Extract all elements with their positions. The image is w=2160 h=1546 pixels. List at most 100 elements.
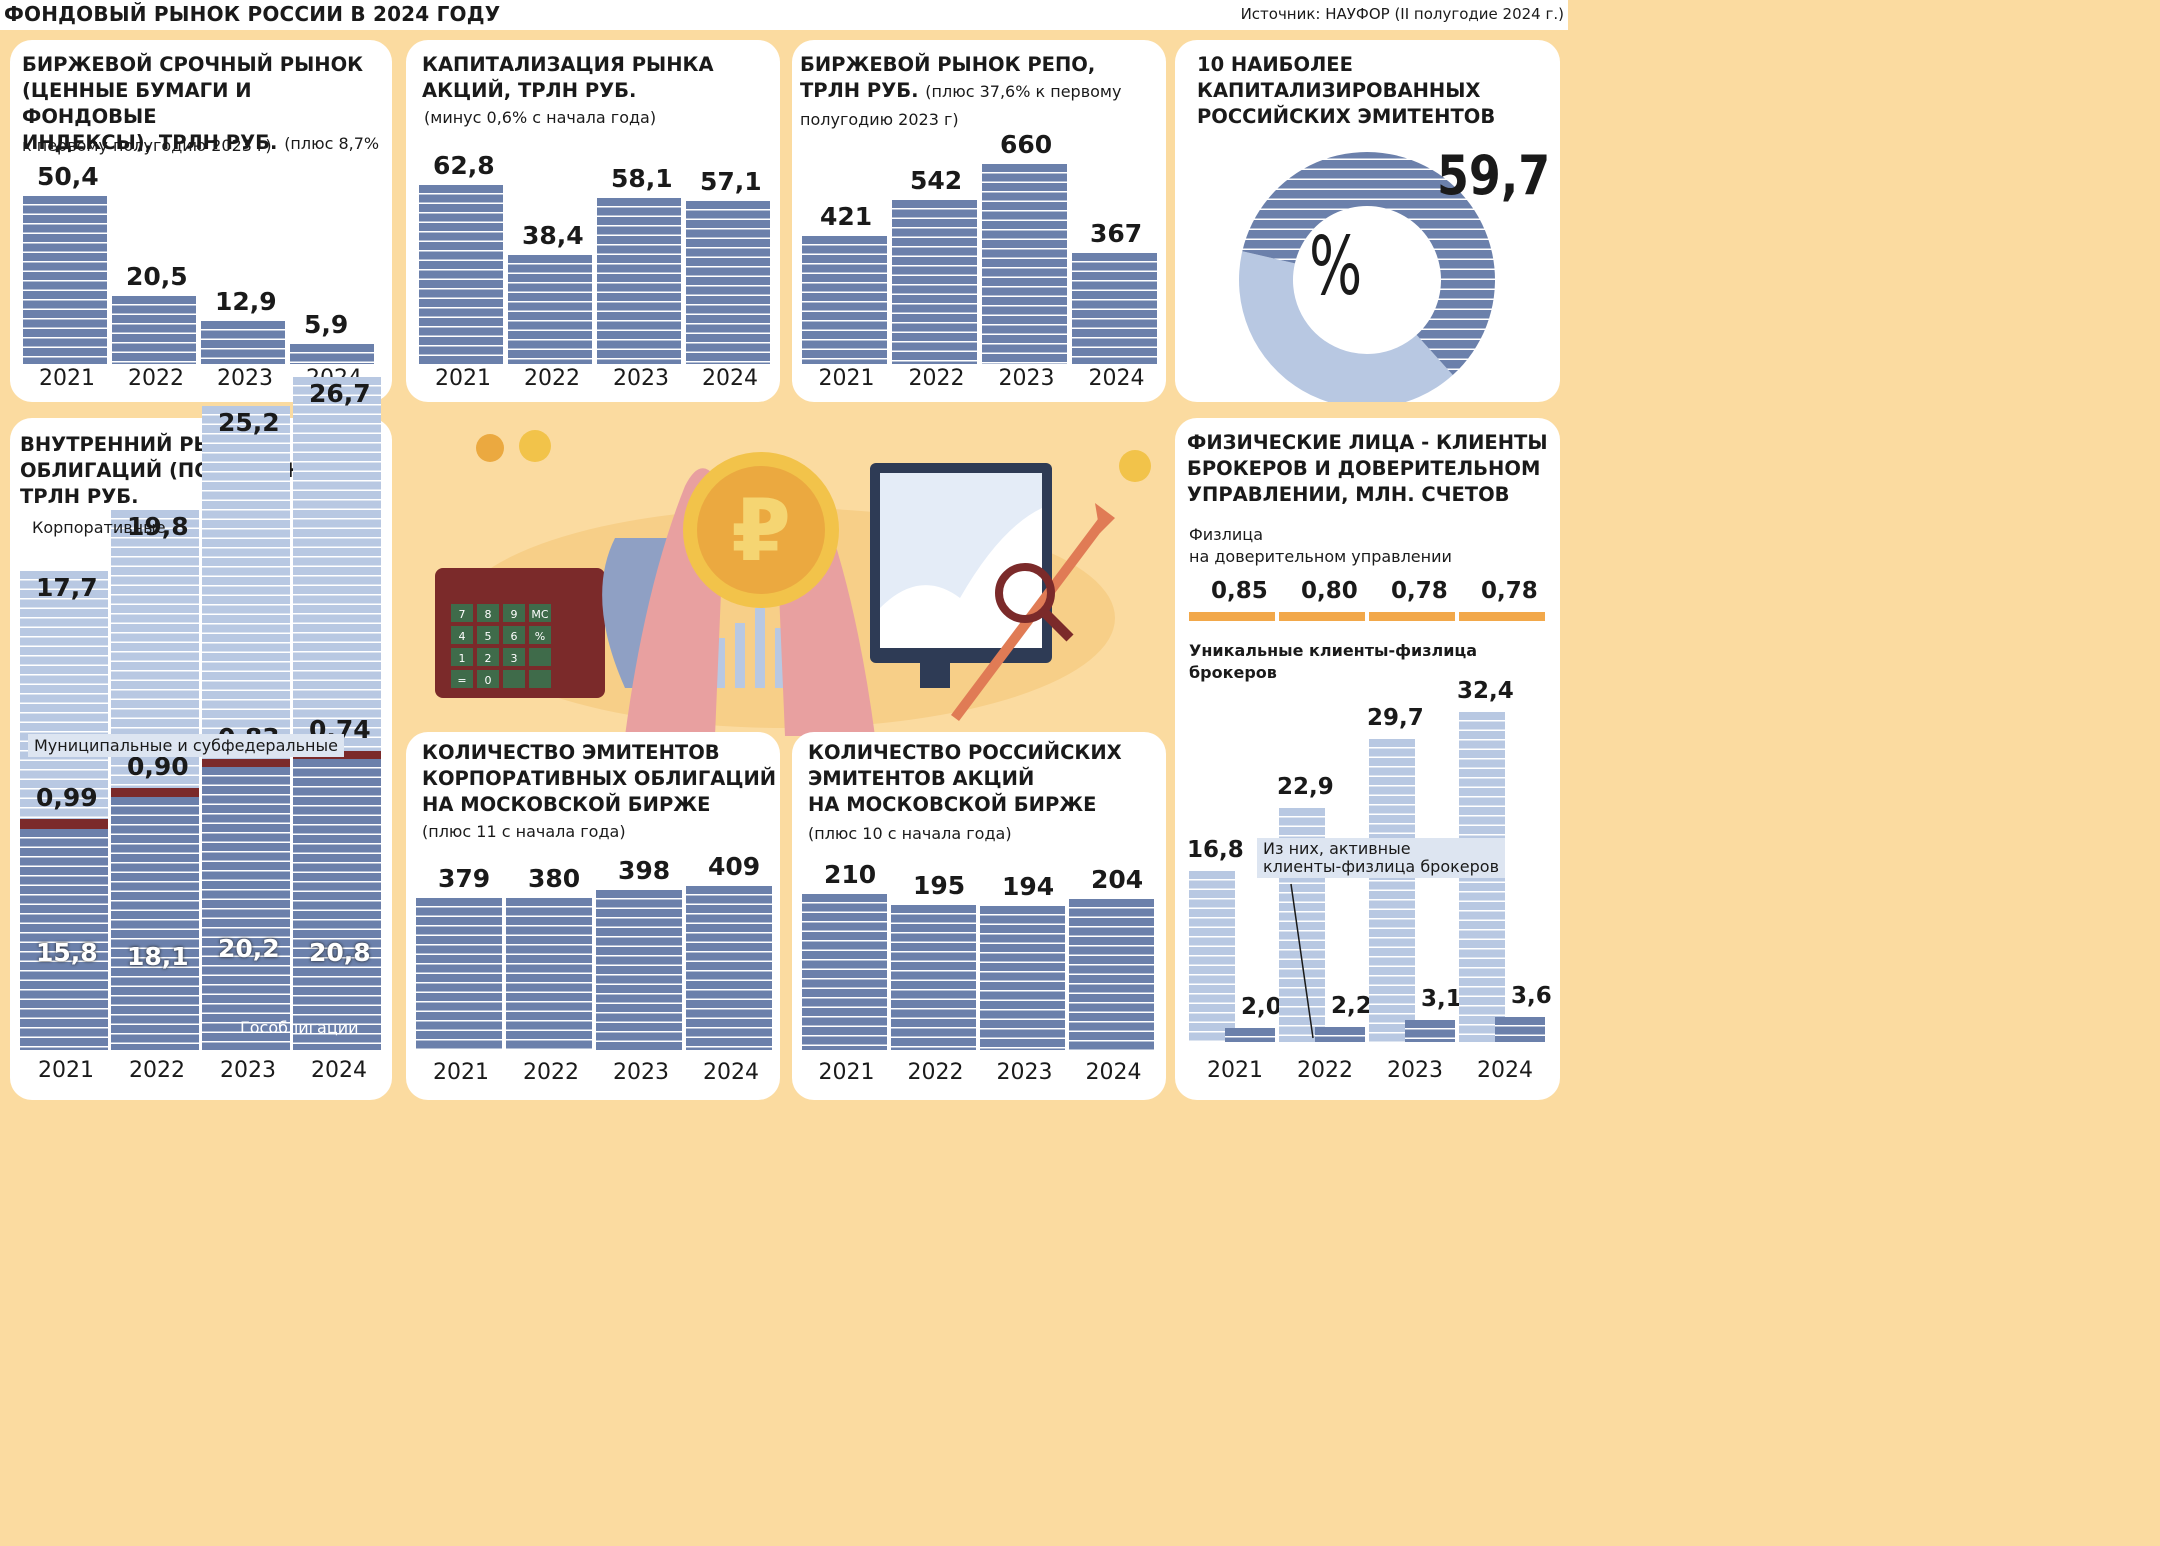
panel-note: (плюс 37,6% к первому <box>925 82 1122 101</box>
value-label: 12,9 <box>215 287 277 316</box>
bar <box>891 905 976 1050</box>
bar-active <box>1225 1028 1275 1042</box>
x-tick-label: 2022 <box>129 1058 185 1083</box>
calculator-key-label: MC <box>531 608 548 621</box>
bar <box>802 894 887 1050</box>
x-tick-label: 2022 <box>128 366 184 391</box>
x-tick-label: 2021 <box>435 366 491 391</box>
x-tick-label: 2021 <box>39 366 95 391</box>
x-tick-label: 2023 <box>1387 1058 1443 1083</box>
title-line: БРОКЕРОВ И ДОВЕРИТЕЛЬНОМ <box>1187 457 1541 480</box>
panel-title: КАПИТАЛИЗАЦИЯ РЫНКА АКЦИЙ, ТРЛН РУБ. <box>422 52 714 104</box>
chart-area: 421 2021 542 2022 660 2023 367 2024 <box>792 40 1166 402</box>
calculator-key <box>451 670 473 688</box>
value-label-corporate: 17,7 <box>36 573 98 603</box>
x-tick-label: 2023 <box>217 366 273 391</box>
x-tick-label: 2021 <box>818 1060 875 1085</box>
x-tick-label: 2022 <box>1297 1058 1353 1083</box>
panel-repo: БИРЖЕВОЙ РЫНОК РЕПО, ТРЛН РУБ. (плюс 37,… <box>792 40 1166 402</box>
donut-rest <box>1239 251 1453 402</box>
calculator-key <box>529 670 551 688</box>
bar-trust <box>1369 612 1455 621</box>
bar <box>416 898 502 1050</box>
bar-government <box>202 767 290 1050</box>
calculator-key <box>529 626 551 644</box>
label-line: Уникальные клиенты-физлица <box>1189 641 1478 660</box>
chart-area: 62,8 2021 38,4 2022 58,1 2023 57,1 2024 <box>406 40 780 402</box>
bar-municipal <box>20 818 108 829</box>
calculator-key <box>529 648 551 666</box>
title-line: НА МОСКОВСКОЙ БИРЖЕ <box>808 793 1097 816</box>
bar-municipal <box>111 787 199 797</box>
value-label: 20,5 <box>126 261 188 291</box>
value-label: 421 <box>820 202 873 232</box>
value-label: 542 <box>910 165 963 195</box>
bar-government <box>293 758 381 1050</box>
legend-corporate: Корпоративные <box>32 518 166 537</box>
x-tick-label: 2024 <box>311 1058 367 1083</box>
x-tick-label: 2023 <box>998 366 1055 391</box>
value-label: 38,4 <box>522 220 584 250</box>
title-line: БИРЖЕВОЙ РЫНОК РЕПО, <box>800 53 1096 76</box>
x-tick-label: 2024 <box>1085 1060 1142 1085</box>
value-label: 195 <box>913 871 966 901</box>
bar-corporate <box>293 377 381 751</box>
value-label-municipal: 0,99 <box>36 782 98 812</box>
calculator-key <box>451 604 473 622</box>
value-label: 367 <box>1090 218 1143 248</box>
value-label-government: 20,2 <box>218 934 280 963</box>
value-label: 398 <box>618 856 671 886</box>
title-line: 10 НАИБОЛЕЕ <box>1197 53 1353 76</box>
x-tick-label: 2023 <box>613 1060 669 1085</box>
calculator-key-label: 8 <box>485 608 492 621</box>
x-tick-label: 2024 <box>702 366 758 391</box>
value-label-corporate: 19,8 <box>127 512 189 542</box>
bar <box>23 196 107 364</box>
value-label-active: 2,2 <box>1331 992 1372 1019</box>
value-label-trust: 0,85 <box>1211 578 1268 604</box>
title-text: ИНДЕКСЫ), ТРЛН РУБ. <box>22 131 278 154</box>
bar <box>686 201 770 364</box>
bar-active <box>1315 1026 1365 1042</box>
value-label-trust: 0,80 <box>1301 578 1358 604</box>
x-tick-label: 2023 <box>613 366 669 391</box>
value-label-unique: 29,7 <box>1367 705 1424 732</box>
label-line: на доверительном управлении <box>1189 547 1452 566</box>
donut-value: 59,7 <box>1437 144 1551 207</box>
x-tick-label: 2024 <box>703 1060 759 1085</box>
value-label: 660 <box>1000 130 1053 159</box>
title-line: КОЛИЧЕСТВО РОССИЙСКИХ <box>808 741 1122 764</box>
title-line: ТРЛН РУБ. (плюс 37,6% к первому <box>800 78 1121 105</box>
ruble-coin-icon: ₽ <box>731 481 791 581</box>
bar <box>506 897 592 1050</box>
value-label-unique: 22,9 <box>1277 774 1334 801</box>
value-label: 62,8 <box>433 151 495 180</box>
value-label-corporate: 26,7 <box>309 379 371 408</box>
title-line: КАПИТАЛИЗАЦИЯ РЫНКА <box>422 53 714 76</box>
panel-title: ФИЗИЧЕСКИЕ ЛИЦА - КЛИЕНТЫ БРОКЕРОВ И ДОВ… <box>1187 430 1548 508</box>
title-line: ЭМИТЕНТОВ АКЦИЙ <box>808 767 1035 790</box>
panel-note: полугодию 2023 г) <box>800 110 959 129</box>
bar-unique <box>1189 870 1235 1042</box>
bar <box>980 906 1065 1050</box>
value-label: 409 <box>708 852 761 881</box>
value-label: 204 <box>1091 864 1144 894</box>
value-label-trust: 0,78 <box>1481 578 1538 604</box>
chart-area: 0,85 0,80 0,78 0,78 16,8 2,0 2021 22,9 2,2 2022 29… <box>1175 418 1560 1100</box>
panel-bond-issuers: КОЛИЧЕСТВО ЭМИТЕНТОВ КОРПОРАТИВНЫХ ОБЛИГ… <box>406 732 780 1100</box>
source-note: Источник: НАУФОР (II полугодие 2024 г.) <box>1240 5 1564 23</box>
legend-government: Гособлигации <box>240 1018 359 1037</box>
value-label: 57,1 <box>700 167 762 197</box>
calculator-key-label: 5 <box>485 630 492 643</box>
calculator-key-label: 3 <box>511 652 518 665</box>
title-line: ТРЛН РУБ. <box>20 485 139 508</box>
calculator-key-label: 1 <box>459 652 466 665</box>
calculator-key-label: 0 <box>485 674 492 687</box>
donut-share <box>1242 152 1495 376</box>
value-label-government: 18,1 <box>127 942 189 971</box>
panel-individuals: ФИЗИЧЕСКИЕ ЛИЦА - КЛИЕНТЫ БРОКЕРОВ И ДОВ… <box>1175 418 1560 1100</box>
bar-unique <box>1369 739 1415 1042</box>
bar <box>1069 898 1154 1050</box>
value-label-corporate: 25,2 <box>218 408 280 438</box>
bar-municipal <box>202 758 290 768</box>
